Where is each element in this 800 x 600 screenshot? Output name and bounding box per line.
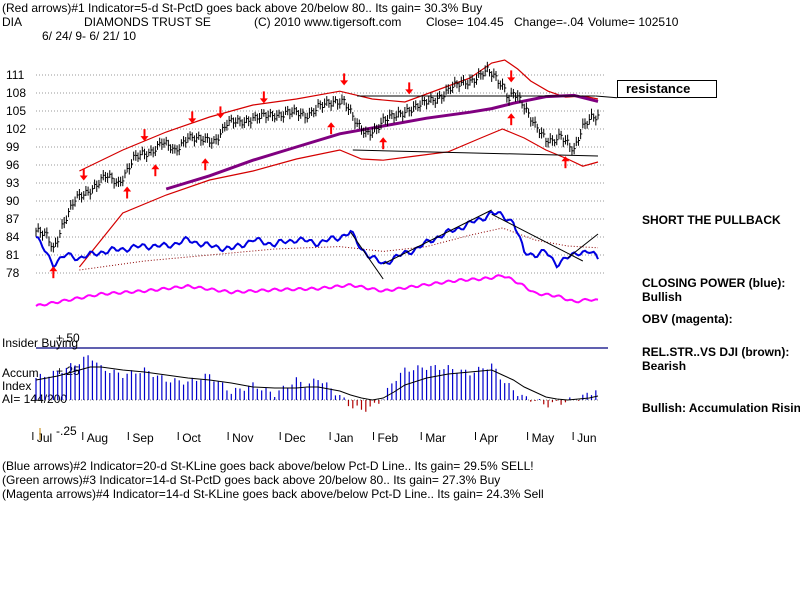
indicator-4-line: (Magenta arrows)#4 Indicator=14-d St-KLi… <box>2 487 544 501</box>
x-tick-label: Sep <box>132 431 154 445</box>
arrow-head <box>259 98 268 104</box>
accumulation-index-series <box>35 355 597 412</box>
volume-value: Volume= 102510 <box>588 15 679 29</box>
lower-band-series <box>78 128 599 268</box>
closing-power-label: CLOSING POWER (blue): <box>642 276 786 290</box>
x-tick-label: Jan <box>334 431 353 445</box>
indicator-1-line: (Red arrows)#1 Indicator=5-d St-PctD goe… <box>2 1 483 15</box>
price-series <box>35 61 600 253</box>
closing-power-series <box>35 210 599 269</box>
y-tick-label: 81 <box>6 248 20 262</box>
date-range: 6/ 24/ 9- 6/ 21/ 10 <box>42 29 137 43</box>
y-tick-label: 93 <box>6 176 20 190</box>
x-tick-label: Nov <box>232 431 253 445</box>
arrow-head <box>49 266 58 272</box>
sell-arrow <box>259 91 268 104</box>
sell-arrow <box>405 82 414 95</box>
upper-band-series <box>79 59 599 172</box>
arrow-head <box>405 89 414 95</box>
buy-arrow <box>327 122 336 135</box>
arrow-head <box>507 113 516 119</box>
arrow-head <box>327 122 336 128</box>
buy-arrow <box>201 158 210 171</box>
closing-power-trendline <box>491 213 584 262</box>
sell-arrow <box>340 73 349 86</box>
buy-arrow <box>151 164 160 177</box>
x-tick-label: May <box>532 431 555 445</box>
indicator-3-line: (Green arrows)#3 Indicator=14-d St-PctD … <box>2 473 501 487</box>
short-pullback-label: SHORT THE PULLBACK <box>642 213 781 227</box>
arrow-head <box>151 164 160 170</box>
ticker-symbol: DIA <box>2 15 23 29</box>
buy-arrow <box>49 266 58 279</box>
y-tick-label: 78 <box>6 266 20 280</box>
accum-tick-minus25: -.25 <box>56 424 77 438</box>
buy-arrow <box>507 113 516 126</box>
closing-power-trendline <box>350 231 384 280</box>
buy-arrow <box>561 156 570 169</box>
insider-buying-label: Insider Buying <box>2 336 78 350</box>
x-tick-label: Dec <box>284 431 305 445</box>
arrow-head <box>201 158 210 164</box>
y-tick-label: 96 <box>6 158 20 172</box>
y-tick-label: 99 <box>6 140 20 154</box>
copyright: (C) 2010 www.tigersoft.com <box>254 15 402 29</box>
closing-power-trendline <box>382 209 492 265</box>
fund-name: DIAMONDS TRUST SE <box>84 15 211 29</box>
buy-arrow <box>379 137 388 150</box>
index-label: Index <box>2 379 32 393</box>
arrow-head <box>140 136 149 142</box>
accum-tick-plus25: +.25 <box>56 364 80 378</box>
y-tick-label: 84 <box>6 230 20 244</box>
moving-average-series <box>165 93 599 191</box>
arrow-head <box>216 113 225 119</box>
sell-arrow <box>79 168 88 181</box>
obv-series <box>35 274 599 307</box>
arrow-head <box>379 137 388 143</box>
accumulation-index-average <box>35 366 599 401</box>
sell-arrow <box>507 70 516 83</box>
y-tick-label: 105 <box>6 104 26 118</box>
sell-arrow <box>188 111 197 124</box>
arrow-head <box>79 175 88 181</box>
obv-label: OBV (magenta): <box>642 312 733 326</box>
y-tick-label: 87 <box>6 212 20 226</box>
x-tick-label: Jul <box>37 431 52 445</box>
resistance-pointer-line <box>595 95 618 99</box>
arrow-head <box>507 77 516 83</box>
x-tick-label: Feb <box>378 431 399 445</box>
arrow-head <box>123 186 132 192</box>
x-tick-label: Mar <box>425 431 446 445</box>
closing-power-trendline <box>567 233 599 259</box>
relstr-label: REL.STR..VS DJI (brown): <box>642 345 790 359</box>
buy-arrow <box>123 186 132 199</box>
indicator-2-line: (Blue arrows)#2 Indicator=20-d St-KLine … <box>2 459 534 473</box>
accumulation-rising-label: Bullish: Accumulation Rising <box>642 401 800 415</box>
arrow-head <box>340 80 349 86</box>
x-tick-label: Jun <box>577 431 596 445</box>
closing-power-status: Bullish <box>642 290 683 304</box>
accum-tick-plus50: +.50 <box>56 331 80 345</box>
arrow-head <box>188 118 197 124</box>
change-value: Change=-.04 <box>514 15 584 29</box>
sell-arrow <box>216 106 225 119</box>
close-value: Close= 104.45 <box>426 15 504 29</box>
ai-value: AI= 144/200 <box>2 392 68 406</box>
y-tick-label: 90 <box>6 194 20 208</box>
x-tick-label: Aug <box>87 431 108 445</box>
accum-label: Accum <box>2 366 39 380</box>
relstr-status: Bearish <box>642 359 687 373</box>
resistance-label: resistance <box>617 80 717 98</box>
x-tick-label: Oct <box>182 431 201 445</box>
support-line <box>352 149 599 157</box>
y-tick-label: 108 <box>6 86 26 100</box>
sell-arrow <box>140 129 149 142</box>
arrow-head <box>561 156 570 162</box>
y-tick-label: 111 <box>6 68 25 82</box>
relative-strength-series <box>79 227 599 271</box>
y-tick-label: 102 <box>6 122 26 136</box>
x-tick-label: Apr <box>480 431 499 445</box>
